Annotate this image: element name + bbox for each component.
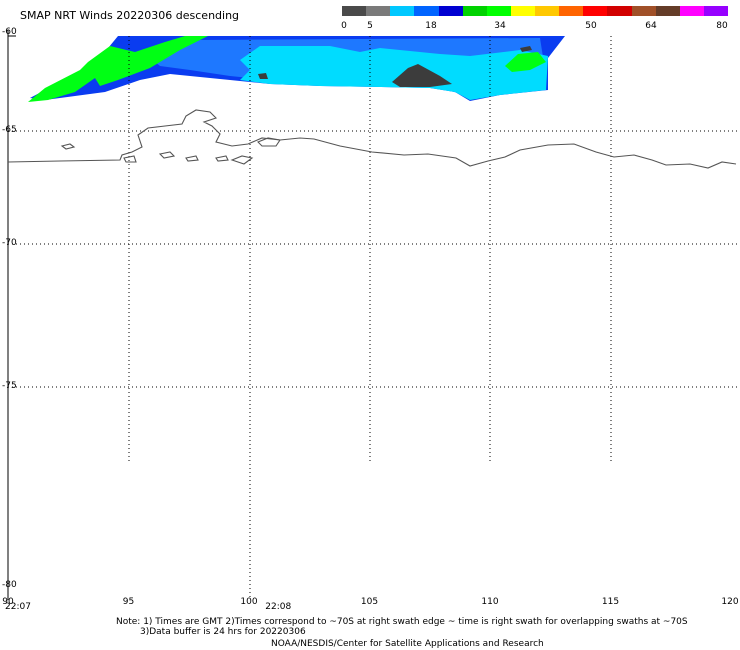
swath-cyan bbox=[240, 46, 548, 100]
colorbar-segment bbox=[583, 6, 608, 16]
longitude-label: 90 bbox=[2, 597, 14, 607]
swath-green-west bbox=[28, 36, 208, 102]
longitude-label: 95 bbox=[122, 597, 135, 607]
swath-time-label: 22:07 bbox=[5, 602, 31, 612]
colorbar-segment bbox=[631, 6, 656, 16]
colorbar-segment bbox=[342, 6, 367, 16]
longitude-label: 100 bbox=[240, 597, 258, 607]
wind-speed-colorbar bbox=[342, 6, 728, 16]
colorbar-segment bbox=[655, 6, 680, 16]
colorbar-label: 50 bbox=[585, 21, 597, 31]
footer-note-line2: 3)Data buffer is 24 hrs for 20220306 bbox=[140, 627, 306, 637]
colorbar-segment bbox=[535, 6, 560, 16]
colorbar-segment bbox=[486, 6, 511, 16]
swath-calm-small bbox=[258, 73, 268, 79]
longitude-label: 120 bbox=[721, 597, 739, 607]
graticule bbox=[8, 36, 740, 600]
colorbar-label: 5 bbox=[367, 21, 373, 31]
swath-green-east bbox=[505, 52, 546, 72]
colorbar-segment bbox=[462, 6, 487, 16]
swath-calm-zone bbox=[392, 64, 452, 87]
colorbar-segment bbox=[414, 6, 439, 16]
colorbar-label: 18 bbox=[425, 21, 437, 31]
latitude-label: -75 bbox=[2, 381, 17, 391]
colorbar-segment bbox=[366, 6, 391, 16]
latitude-label: -65 bbox=[2, 125, 17, 135]
latitude-label: -80 bbox=[2, 580, 17, 590]
longitude-label: 110 bbox=[481, 597, 499, 607]
colorbar-label: 80 bbox=[716, 21, 728, 31]
longitude-label: 105 bbox=[360, 597, 379, 607]
latitude-label: -60 bbox=[2, 27, 17, 37]
swath-calm-east bbox=[520, 46, 532, 52]
colorbar-segment bbox=[510, 6, 535, 16]
footer-credit: NOAA/NESDIS/Center for Satellite Applica… bbox=[271, 639, 544, 649]
colorbar-label: 34 bbox=[494, 21, 506, 31]
latitude-label: -70 bbox=[2, 238, 17, 248]
colorbar-segment bbox=[390, 6, 415, 16]
swath-time-label: 22:08 bbox=[265, 602, 292, 612]
colorbar-segment bbox=[679, 6, 704, 16]
longitude-label: 115 bbox=[601, 597, 620, 607]
colorbar-segment bbox=[703, 6, 728, 16]
coastline bbox=[7, 109, 737, 169]
footer-note-line1: Note: 1) Times are GMT 2)Times correspon… bbox=[116, 617, 688, 627]
colorbar-label: 0 bbox=[341, 21, 347, 31]
wind-swath bbox=[28, 36, 565, 102]
colorbar-segment bbox=[607, 6, 632, 16]
colorbar-segment bbox=[438, 6, 463, 16]
map-frame bbox=[7, 30, 16, 600]
colorbar-label: 64 bbox=[645, 21, 657, 31]
colorbar-segment bbox=[559, 6, 584, 16]
map-title: SMAP NRT Winds 20220306 descending bbox=[20, 9, 240, 22]
